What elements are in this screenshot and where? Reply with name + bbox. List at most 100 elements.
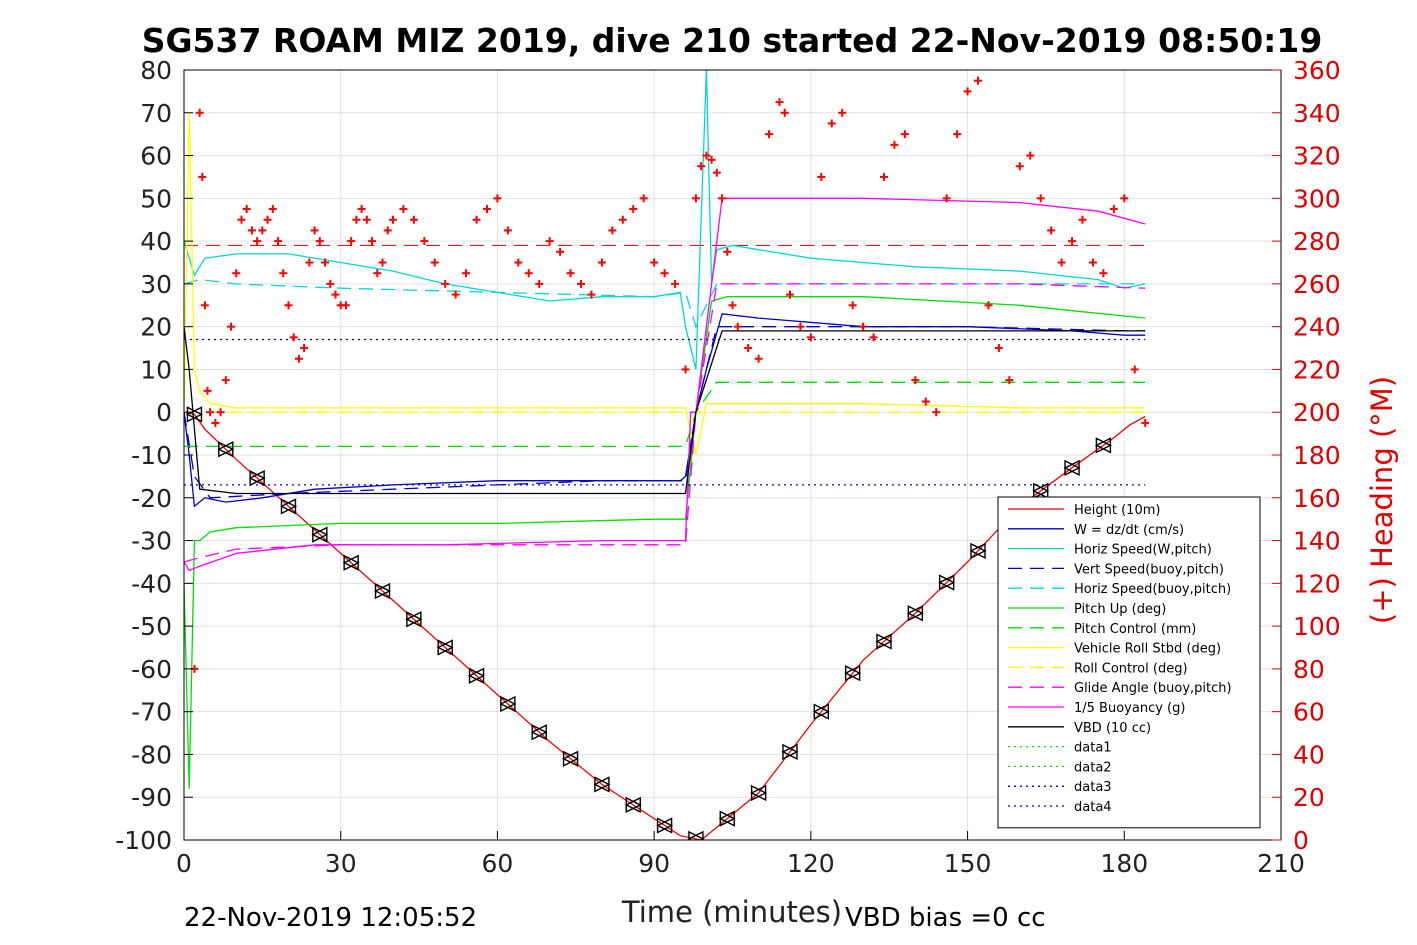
heading-marker-9: [227, 322, 236, 331]
y-tick-label-17: -90: [131, 783, 172, 812]
height-triangle-marker-20: [812, 703, 830, 720]
height-triangle-marker-15: [656, 817, 674, 834]
legend-entry-10: 1/5 Buoyancy (g): [1074, 701, 1185, 716]
heading-marker-56: [556, 247, 565, 256]
right-y-axis-label: (+) Heading (°M): [1365, 376, 1399, 624]
heading-marker-46: [451, 290, 460, 299]
heading-marker-28: [326, 279, 335, 288]
series-line-2: [184, 70, 1146, 370]
height-triangle-marker-14: [624, 796, 642, 814]
heading-marker-117: [1141, 418, 1150, 427]
x-tick-label-6: 180: [1100, 849, 1148, 878]
heading-marker-86: [817, 172, 826, 181]
height-triangle-marker-28: [1063, 459, 1081, 476]
heading-marker-21: [289, 333, 298, 342]
heading-marker-2: [198, 172, 207, 181]
legend-entry-6: Pitch Control (mm): [1074, 622, 1196, 637]
legend: Height (10m) W = dz/dt (cm/s) Horiz Speed(…: [997, 496, 1261, 829]
y-tick-label-5: 30: [140, 270, 172, 299]
heading-marker-71: [702, 151, 711, 160]
series-line-7: [184, 112, 1146, 456]
heading-marker-112: [1088, 258, 1097, 267]
x-tick-label-2: 60: [482, 849, 514, 878]
x-axis-label: Time (minutes): [621, 895, 842, 929]
heading-marker-24: [305, 258, 314, 267]
heading-marker-92: [879, 172, 888, 181]
heading-marker-17: [268, 205, 277, 214]
heading-marker-31: [341, 301, 350, 310]
height-triangle-marker-8: [436, 639, 454, 656]
heading-marker-12: [242, 205, 251, 214]
heading-marker-113: [1099, 269, 1108, 278]
heading-marker-43: [420, 237, 429, 246]
height-triangle-marker-9: [467, 667, 486, 684]
heading-marker-73: [712, 168, 721, 177]
heading-marker-36: [368, 237, 377, 246]
heading-marker-80: [765, 130, 774, 139]
height-triangle-marker-27: [1032, 482, 1050, 500]
right-y-tick-label-14: 80: [1293, 655, 1325, 684]
heading-marker-77: [733, 322, 742, 331]
heading-marker-114: [1109, 205, 1118, 214]
legend-entry-15: data4: [1074, 800, 1112, 815]
heading-marker-81: [775, 98, 784, 107]
heading-marker-50: [493, 194, 502, 203]
heading-marker-40: [388, 215, 397, 224]
heading-marker-44: [430, 258, 439, 267]
heading-marker-53: [524, 269, 533, 278]
heading-marker-48: [472, 215, 481, 224]
right-y-tick-label-2: 320: [1293, 142, 1341, 171]
height-triangle-marker-5: [342, 554, 360, 571]
legend-entry-13: data2: [1074, 760, 1112, 775]
legend-entry-2: Horiz Speed(W,pitch): [1074, 543, 1212, 558]
heading-marker-59: [587, 290, 596, 299]
height-triangle-marker-0: [185, 406, 204, 423]
heading-marker-70: [697, 162, 706, 171]
heading-marker-109: [1057, 258, 1066, 267]
heading-marker-63: [629, 205, 638, 214]
y-tick-label-16: -80: [131, 740, 172, 769]
height-triangle-marker-21: [844, 665, 862, 682]
heading-marker-105: [1015, 162, 1024, 171]
height-triangle-marker-10: [499, 695, 517, 713]
heading-marker-34: [357, 205, 366, 214]
heading-marker-55: [545, 237, 554, 246]
right-y-tick-label-7: 220: [1293, 355, 1341, 384]
heading-marker-42: [409, 215, 418, 224]
heading-marker-6: [211, 418, 220, 427]
heading-marker-1: [195, 108, 204, 117]
heading-marker-45: [441, 279, 450, 288]
heading-marker-60: [597, 258, 606, 267]
y-tick-label-9: -10: [131, 441, 172, 470]
right-y-tick-label-18: 0: [1293, 826, 1309, 855]
height-triangle-marker-18: [750, 784, 768, 802]
heading-marker-29: [331, 290, 340, 299]
heading-marker-5: [206, 408, 215, 417]
heading-marker-91: [869, 333, 878, 342]
heading-marker-13: [247, 226, 256, 235]
legend-entry-9: Glide Angle (buoy,pitch): [1074, 681, 1232, 696]
heading-marker-82: [780, 108, 789, 117]
heading-marker-102: [984, 301, 993, 310]
heading-marker-37: [373, 269, 382, 278]
heading-marker-72: [707, 155, 716, 164]
heading-marker-83: [785, 290, 794, 299]
height-triangle-marker-13: [593, 776, 611, 793]
heading-marker-89: [848, 301, 857, 310]
heading-marker-15: [258, 226, 267, 235]
legend-entry-12: data1: [1074, 741, 1112, 756]
x-tick-label-5: 150: [944, 849, 992, 878]
heading-marker-87: [827, 119, 836, 128]
heading-marker-74: [718, 194, 727, 203]
heading-marker-11: [237, 215, 246, 224]
heading-marker-76: [728, 301, 737, 310]
y-tick-label-13: -50: [131, 612, 172, 641]
height-triangle-marker-4: [311, 526, 329, 543]
right-y-tick-label-15: 60: [1293, 698, 1325, 727]
right-y-tick-label-5: 260: [1293, 270, 1341, 299]
series-line-11: [184, 326, 1146, 495]
height-triangle-marker-17: [718, 810, 736, 827]
heading-marker-98: [942, 194, 951, 203]
right-y-tick-label-6: 240: [1293, 313, 1341, 342]
legend-entry-1: W = dz/dt (cm/s): [1074, 523, 1184, 538]
